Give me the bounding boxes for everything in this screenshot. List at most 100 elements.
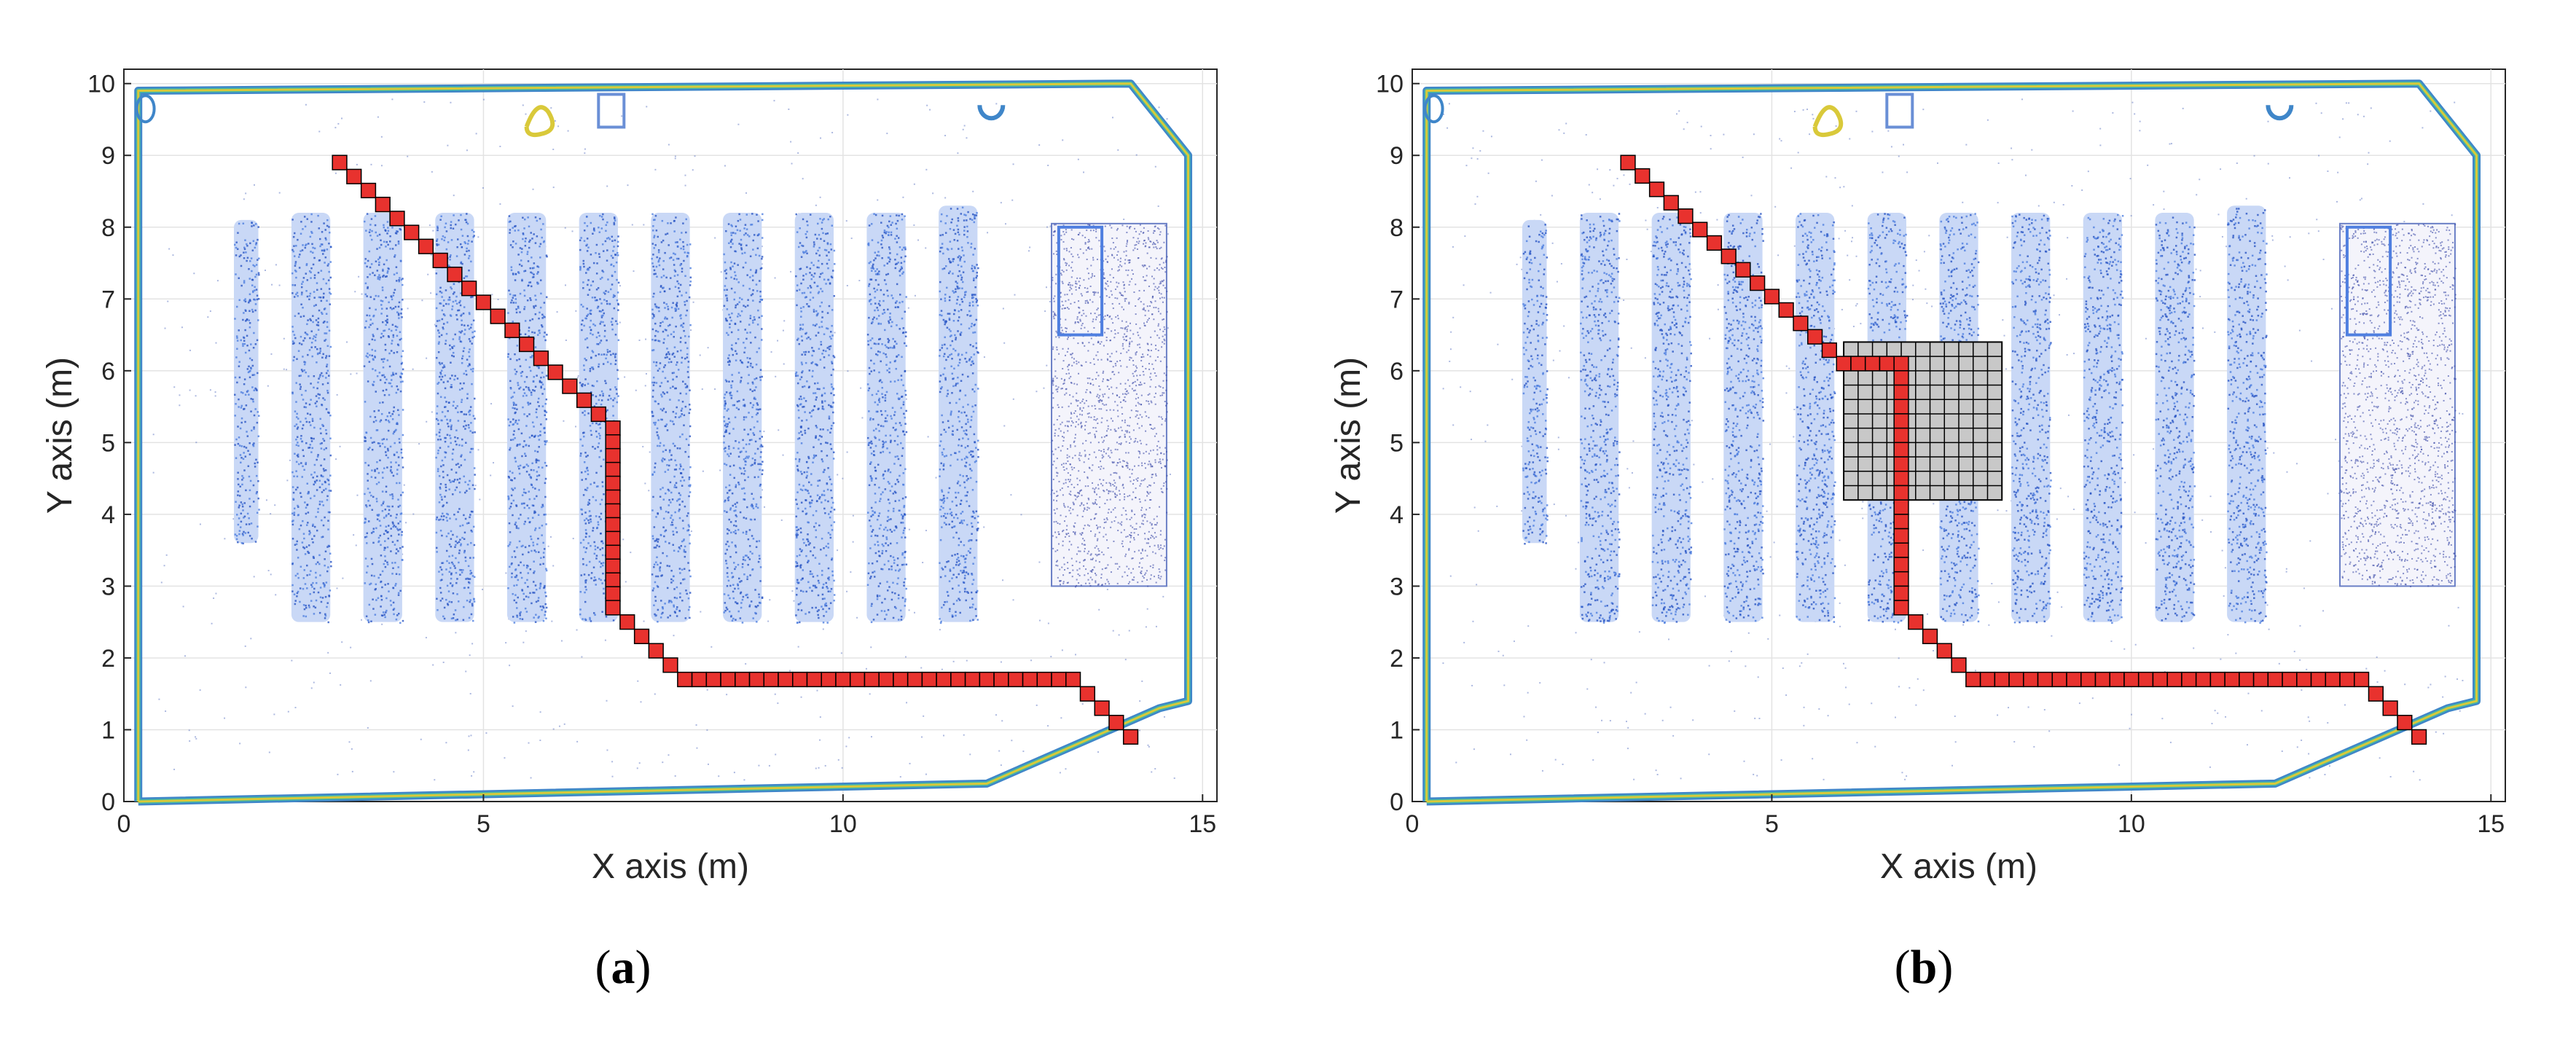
shelf-point [375,599,377,601]
shelf-point [314,482,316,484]
shelf-point [248,376,251,379]
shelf-point [248,349,251,352]
shelf-point [818,388,821,391]
shelf-point [468,616,471,619]
shelf-point [298,463,300,466]
shelf-point [664,425,667,428]
shelf-point [540,376,542,379]
shelf-point [305,606,308,609]
shelf-point [469,599,471,601]
shelf-point [729,326,731,329]
noise-point [1112,630,1114,632]
shelf-point [450,254,452,256]
shelf-point [473,576,476,579]
shelf-point [760,451,762,453]
noise-point [367,726,369,729]
noise-point [195,736,197,738]
shelf-point [660,276,663,278]
shelf-point [740,450,743,452]
shelf-point [385,525,388,528]
shelf-point [538,466,540,469]
shelf-point [581,479,583,481]
shelf-point [680,410,683,412]
shelf-point [447,425,450,428]
shelf-point [678,504,681,506]
shelf-point [729,268,732,270]
shelf-point [539,306,542,309]
shelf-point [740,602,743,604]
noise-point [761,246,763,248]
shelf-point [753,316,756,318]
shelf-point [455,471,458,474]
shelf-point [735,565,737,568]
shelf-point [582,435,585,438]
shelf-point [665,423,668,426]
noise-point [339,445,341,447]
shelf-point [821,537,823,540]
shelf-point [596,342,598,345]
shelf-point [536,334,539,336]
noise-point [649,451,651,453]
shelf-point [400,312,402,315]
shelf-point [526,253,528,255]
shelf-point [363,365,366,367]
shelf-point [442,505,444,508]
shelf-point [383,376,386,378]
noise-point [674,155,676,157]
noise-point [512,705,514,708]
shelf-point [668,358,671,360]
shelf-point [254,466,257,468]
shelf-point [293,245,295,247]
shelf-point [391,324,394,326]
shelf-point [397,529,399,531]
shelf-point [735,551,737,554]
shelf-point [754,398,756,401]
noise-point [253,576,255,578]
shelf-point [450,601,453,603]
shelf [291,213,332,624]
shelf-point [745,244,748,247]
shelf-point [738,577,740,580]
shelf-point [471,240,473,243]
shelf-point [447,513,450,516]
shelf-point [296,358,298,360]
shelf-point [242,342,244,345]
shelf-point [369,235,372,237]
shelf-point [400,372,403,375]
shelf-point [312,541,314,544]
noise-point [475,133,477,135]
shelf-point [436,470,439,472]
shelf-point [805,477,808,479]
shelf-point [463,372,466,375]
shelf-point [653,247,655,249]
shelf-point [463,254,466,256]
shelf-point [796,565,799,567]
shelf-point [455,407,457,410]
shelf-point [377,514,379,516]
shelf-point [729,267,732,269]
shelf-point [579,455,582,457]
shelf-point [247,531,250,534]
shelf-point [752,498,755,500]
noise-point [764,506,766,508]
shelf-point [518,467,520,470]
shelf-point [374,469,376,471]
shelf-point [458,541,461,544]
shelf-point [254,223,257,225]
noise-point [695,724,697,726]
shelf-point [531,272,533,275]
shelf-point [528,474,531,476]
shelf-point [392,432,395,435]
shelf-point [723,442,725,444]
shelf-point [752,404,755,407]
shelf-point [254,343,257,345]
shelf-point [241,483,243,486]
shelf-point [533,592,536,594]
shelf-point [531,517,534,519]
shelf-point [395,230,398,232]
shelf-point [234,393,236,396]
shelf-point [438,332,440,334]
shelf-point [466,275,469,278]
shelf-point [676,350,679,353]
